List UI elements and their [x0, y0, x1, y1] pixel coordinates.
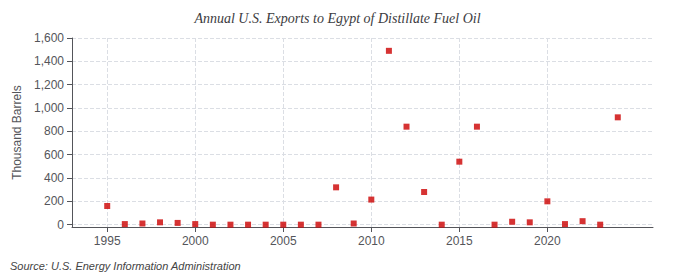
svg-text:Annual U.S. Exports to Egypt o: Annual U.S. Exports to Egypt of Distilla… [193, 11, 480, 26]
svg-text:200: 200 [44, 194, 64, 208]
svg-text:400: 400 [44, 171, 64, 185]
svg-text:1995: 1995 [94, 234, 121, 248]
svg-text:Source: U.S. Energy Informatio: Source: U.S. Energy Information Administ… [10, 260, 241, 272]
svg-text:0: 0 [57, 218, 64, 232]
svg-text:1,400: 1,400 [34, 54, 64, 68]
svg-text:2020: 2020 [534, 234, 561, 248]
svg-text:1,600: 1,600 [34, 31, 64, 45]
svg-text:2000: 2000 [182, 234, 209, 248]
svg-text:800: 800 [44, 124, 64, 138]
svg-text:600: 600 [44, 148, 64, 162]
svg-text:1,200: 1,200 [34, 78, 64, 92]
svg-text:Thousand Barrels: Thousand Barrels [10, 85, 24, 180]
svg-text:2010: 2010 [358, 234, 385, 248]
svg-text:2005: 2005 [270, 234, 297, 248]
svg-text:1,000: 1,000 [34, 101, 64, 115]
svg-text:2015: 2015 [446, 234, 473, 248]
